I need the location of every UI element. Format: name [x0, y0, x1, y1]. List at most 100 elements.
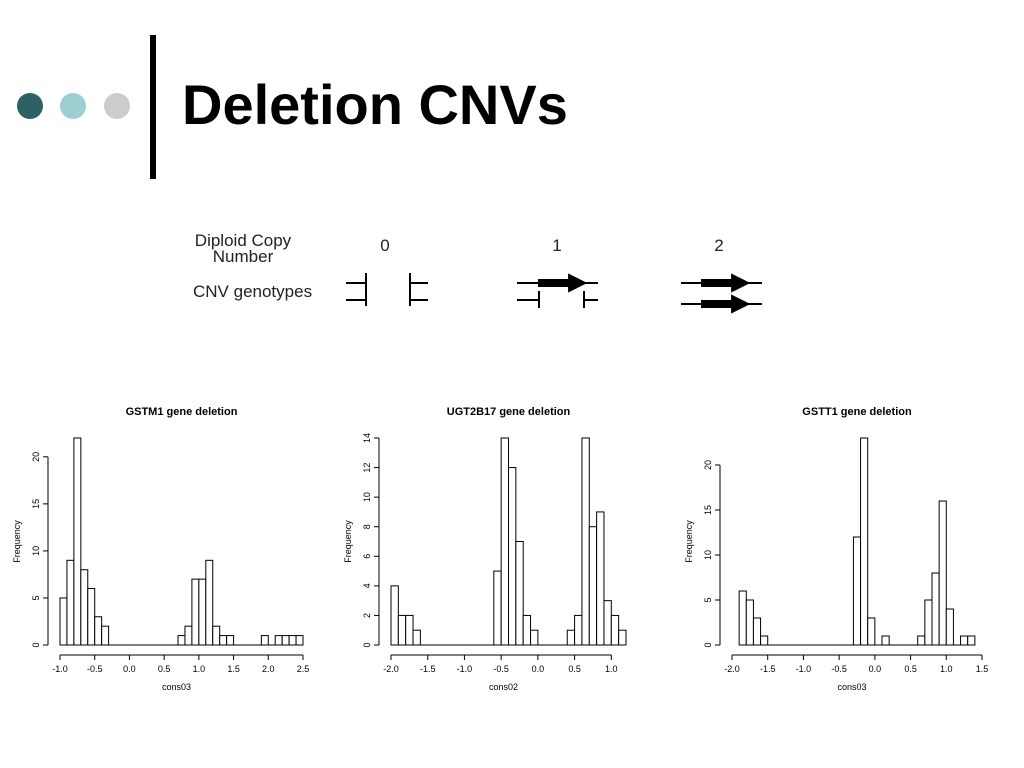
histogram-ugt2b17: UGT2B17 gene deletion -2.0 -1.5 -1.0 -0.5 0.0… — [343, 406, 627, 692]
x-tick-label: 1.0 — [940, 664, 953, 674]
y-tick-label: 10 — [31, 546, 41, 556]
histogram-bar — [274, 635, 283, 646]
slide-title: Deletion CNVs — [182, 73, 568, 136]
x-tick-label: 0.0 — [869, 664, 882, 674]
x-tick-label: 0.5 — [904, 664, 917, 674]
histogram-bar — [184, 625, 193, 646]
histogram-bar — [500, 437, 509, 646]
x-tick-label: 0.5 — [158, 664, 171, 674]
y-tick-label: 10 — [703, 550, 713, 560]
y-tick-label: 15 — [31, 499, 41, 509]
y-tick-label: 8 — [362, 524, 372, 529]
histogram-bar — [281, 635, 290, 646]
histogram-bar — [581, 437, 590, 646]
y-tick-label: 4 — [362, 583, 372, 588]
histogram-bar — [752, 617, 762, 646]
x-tick-label: 0.0 — [532, 664, 545, 674]
histogram-bar — [412, 629, 421, 646]
chart-title: GSTT1 gene deletion — [802, 406, 912, 418]
genotype-1-glyph — [517, 273, 598, 308]
copy-number-2: 2 — [714, 236, 723, 255]
y-tick-label: 6 — [362, 554, 372, 559]
histogram-bar — [760, 635, 769, 646]
y-tick-label: 15 — [703, 505, 713, 515]
y-tick-label: 2 — [362, 613, 372, 618]
histogram-bar — [596, 511, 605, 646]
bullet-dot-light-teal — [60, 93, 86, 119]
histogram-bar — [522, 614, 532, 646]
histogram-bar — [515, 541, 524, 646]
histogram-bar — [738, 590, 747, 646]
bullet-dot-teal — [17, 93, 43, 119]
x-tick-label: 1.0 — [605, 664, 618, 674]
bullet-dot-gray — [104, 93, 130, 119]
x-axis-label: cons03 — [162, 682, 191, 692]
x-tick-label: 0.5 — [568, 664, 581, 674]
histogram-bar — [101, 625, 110, 646]
histogram-bar — [931, 572, 940, 646]
x-tick-label: -2.0 — [724, 664, 740, 674]
histogram-bar — [87, 588, 96, 646]
x-tick-label: -1.0 — [52, 664, 68, 674]
histogram-bar — [852, 536, 862, 646]
histogram-bar — [288, 635, 297, 646]
x-tick-label: 2.0 — [262, 664, 275, 674]
histogram-bar — [574, 614, 583, 646]
histogram-gstm1: GSTM1 gene deletion -1.0 -0.5 0.0 0.5 1.0 1.5 2… — [12, 406, 310, 692]
histogram-bar — [967, 635, 976, 646]
x-tick-label: 1.5 — [976, 664, 989, 674]
histogram-bar — [588, 526, 598, 646]
histogram-bar — [212, 625, 221, 646]
x-tick-label: -1.0 — [457, 664, 473, 674]
histogram-bar — [177, 635, 186, 646]
cnv-genotypes-label: CNV genotypes — [193, 282, 312, 301]
cnv-genotype-diagram: Diploid Copy Number CNV genotypes 0 1 2 — [193, 231, 762, 314]
title-divider — [150, 35, 156, 179]
histogram-bar — [867, 617, 876, 646]
y-axis-label: Frequency — [12, 520, 22, 563]
histogram-bar — [745, 599, 754, 646]
histogram-bar — [881, 635, 890, 646]
histogram-bar — [566, 629, 576, 646]
histogram-bar — [610, 614, 620, 646]
chart-title: UGT2B17 gene deletion — [447, 406, 571, 418]
y-tick-label: 14 — [362, 433, 372, 443]
histogram-bar — [945, 608, 954, 646]
y-tick-label: 10 — [362, 492, 372, 502]
x-tick-label: 0.0 — [123, 664, 136, 674]
histogram-bar — [917, 635, 926, 646]
y-axis-label: Frequency — [343, 520, 353, 563]
y-tick-label: 5 — [703, 597, 713, 602]
histogram-bar — [260, 635, 269, 646]
histogram-bar — [603, 600, 612, 646]
histogram-bar — [938, 500, 947, 646]
genotype-2-glyph — [681, 273, 762, 314]
y-axis-label: Frequency — [684, 520, 694, 563]
chart-title: GSTM1 gene deletion — [126, 406, 238, 418]
histogram-bar — [508, 467, 517, 646]
x-tick-label: -1.0 — [796, 664, 812, 674]
x-tick-label: -0.5 — [831, 664, 847, 674]
x-axis-label: cons03 — [837, 682, 866, 692]
y-tick-label: 12 — [362, 463, 372, 473]
histogram-bar — [73, 437, 82, 646]
x-tick-label: -0.5 — [87, 664, 103, 674]
histogram-bar — [80, 569, 89, 646]
y-tick-label: 0 — [703, 642, 713, 647]
x-tick-label: 1.5 — [227, 664, 240, 674]
histogram-bar — [66, 559, 75, 646]
x-tick-label: -1.5 — [420, 664, 436, 674]
y-tick-label: 0 — [362, 642, 372, 647]
x-tick-label: -0.5 — [493, 664, 509, 674]
histogram-gstt1: GSTT1 gene deletion -2.0 -1.5 -1.0 -0.5 0.0 0.… — [684, 406, 989, 692]
histogram-bar — [397, 614, 407, 646]
histogram-bar — [860, 437, 869, 646]
histogram-bar — [924, 599, 933, 646]
x-tick-label: 1.0 — [193, 664, 206, 674]
histogram-bar — [219, 635, 228, 646]
y-tick-label: 20 — [31, 452, 41, 462]
histogram-bar — [493, 570, 502, 646]
x-tick-label: 2.5 — [297, 664, 310, 674]
histogram-bar — [405, 614, 414, 646]
x-axis-label: cons02 — [489, 682, 518, 692]
